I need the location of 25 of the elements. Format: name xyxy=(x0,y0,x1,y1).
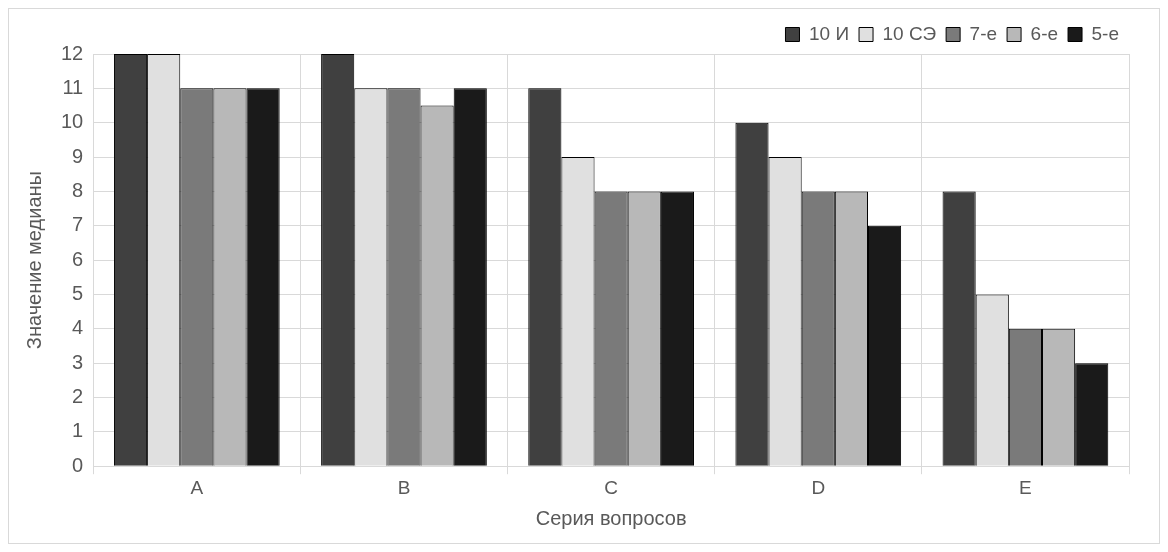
x-tick-label: D xyxy=(811,476,826,498)
legend-label: 5-е xyxy=(1091,22,1120,44)
y-tick-label: 8 xyxy=(72,178,84,201)
y-tick-label: 5 xyxy=(72,281,84,304)
y-axis-title: Значение медианы xyxy=(22,171,45,350)
legend-label: 7-е xyxy=(969,22,998,44)
y-tick-label: 2 xyxy=(72,385,84,408)
x-tick-label: A xyxy=(190,476,204,498)
y-tick-label: 4 xyxy=(72,316,84,339)
x-tick-label: C xyxy=(604,476,618,498)
y-tick-label: 0 xyxy=(72,453,84,476)
y-tick-label: 9 xyxy=(72,144,84,167)
x-tick-label: B xyxy=(397,476,411,498)
x-tick-label: E xyxy=(1019,476,1032,498)
x-axis-title: Серия вопросов xyxy=(535,506,687,529)
legend-label: 10 СЭ xyxy=(882,22,937,44)
y-tick-label: 12 xyxy=(61,41,84,64)
legend-label: 6-е xyxy=(1030,22,1059,44)
y-tick-label: 11 xyxy=(62,75,84,98)
legend-label: 10 И xyxy=(808,22,850,44)
y-tick-label: 6 xyxy=(72,247,84,270)
y-tick-label: 10 xyxy=(61,110,84,133)
y-tick-label: 3 xyxy=(72,350,84,373)
y-tick-label: 7 xyxy=(72,213,84,236)
y-tick-label: 1 xyxy=(72,419,84,442)
